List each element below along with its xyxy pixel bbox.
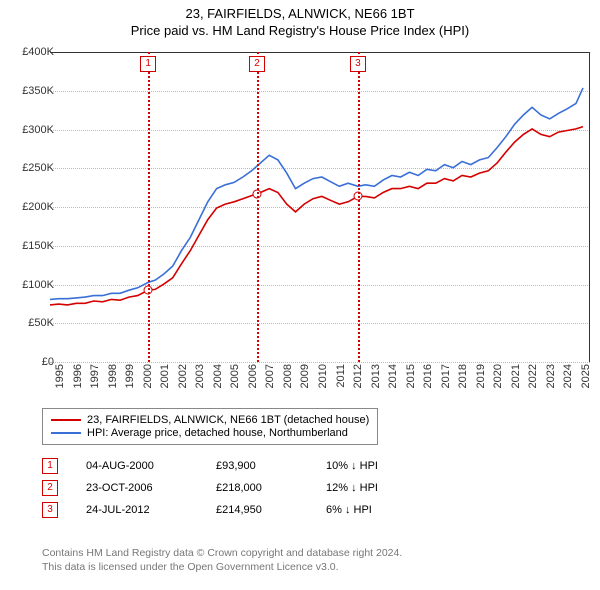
sale-marker-box: 1 <box>140 56 156 72</box>
sales-row-price: £218,000 <box>216 482 326 494</box>
x-tick-label: 1996 <box>72 364 84 398</box>
sale-vline <box>358 52 360 362</box>
y-tick-label: £300K <box>6 124 54 136</box>
chart-container: 23, FAIRFIELDS, ALNWICK, NE66 1BT Price … <box>0 0 600 590</box>
legend-row: 23, FAIRFIELDS, ALNWICK, NE66 1BT (detac… <box>51 414 369 426</box>
y-tick-label: £350K <box>6 85 54 97</box>
legend-row: HPI: Average price, detached house, Nort… <box>51 427 369 439</box>
x-tick-label: 2023 <box>545 364 557 398</box>
x-tick-label: 2007 <box>264 364 276 398</box>
sales-row-price: £93,900 <box>216 460 326 472</box>
x-tick-label: 2024 <box>562 364 574 398</box>
sales-row: 2 23-OCT-2006£218,00012% ↓ HPI <box>42 480 426 496</box>
sale-marker-box: 3 <box>350 56 366 72</box>
x-tick-label: 1999 <box>124 364 136 398</box>
sales-row-marker: 3 <box>42 502 58 518</box>
sales-row: 1 04-AUG-2000£93,90010% ↓ HPI <box>42 458 426 474</box>
y-tick-label: £150K <box>6 240 54 252</box>
series-line <box>50 88 583 300</box>
x-tick-label: 2018 <box>457 364 469 398</box>
x-tick-label: 1998 <box>107 364 119 398</box>
footer-line1: Contains HM Land Registry data © Crown c… <box>42 546 402 560</box>
x-tick-label: 2022 <box>527 364 539 398</box>
x-tick-label: 2005 <box>229 364 241 398</box>
sales-row-delta: 10% ↓ HPI <box>326 460 426 472</box>
sale-vline <box>257 52 259 362</box>
series-line <box>50 127 583 305</box>
sales-row-date: 04-AUG-2000 <box>86 460 216 472</box>
x-tick-label: 1997 <box>89 364 101 398</box>
legend-label: HPI: Average price, detached house, Nort… <box>87 427 348 439</box>
legend: 23, FAIRFIELDS, ALNWICK, NE66 1BT (detac… <box>42 408 378 445</box>
x-tick-label: 2019 <box>475 364 487 398</box>
title-block: 23, FAIRFIELDS, ALNWICK, NE66 1BT Price … <box>0 0 600 38</box>
x-tick-label: 2006 <box>247 364 259 398</box>
footer: Contains HM Land Registry data © Crown c… <box>42 546 402 574</box>
sales-row-price: £214,950 <box>216 504 326 516</box>
sales-row-delta: 6% ↓ HPI <box>326 504 426 516</box>
sale-marker-box: 2 <box>249 56 265 72</box>
sales-row-marker: 1 <box>42 458 58 474</box>
series-svg <box>50 53 590 363</box>
x-tick-label: 2014 <box>387 364 399 398</box>
sales-row-delta: 12% ↓ HPI <box>326 482 426 494</box>
legend-label: 23, FAIRFIELDS, ALNWICK, NE66 1BT (detac… <box>87 414 369 426</box>
sales-row-date: 23-OCT-2006 <box>86 482 216 494</box>
x-tick-label: 2000 <box>142 364 154 398</box>
x-tick-label: 2020 <box>492 364 504 398</box>
x-tick-label: 2015 <box>405 364 417 398</box>
y-tick-label: £200K <box>6 201 54 213</box>
title-main: 23, FAIRFIELDS, ALNWICK, NE66 1BT <box>0 6 600 21</box>
x-tick-label: 2003 <box>194 364 206 398</box>
y-tick-label: £100K <box>6 279 54 291</box>
y-tick-label: £0 <box>6 356 54 368</box>
sales-row-marker: 2 <box>42 480 58 496</box>
x-tick-label: 2025 <box>580 364 592 398</box>
sale-vline <box>148 52 150 362</box>
x-tick-label: 2004 <box>212 364 224 398</box>
plot-area <box>50 52 590 362</box>
sales-row-date: 24-JUL-2012 <box>86 504 216 516</box>
x-tick-label: 2008 <box>282 364 294 398</box>
x-tick-label: 2012 <box>352 364 364 398</box>
y-tick-label: £250K <box>6 162 54 174</box>
legend-swatch <box>51 432 81 434</box>
x-tick-label: 2002 <box>177 364 189 398</box>
x-tick-label: 2010 <box>317 364 329 398</box>
x-tick-label: 2001 <box>159 364 171 398</box>
footer-line2: This data is licensed under the Open Gov… <box>42 560 402 574</box>
sales-table: 1 04-AUG-2000£93,90010% ↓ HPI 2 23-OCT-2006… <box>42 452 426 524</box>
x-tick-label: 2016 <box>422 364 434 398</box>
x-tick-label: 2009 <box>299 364 311 398</box>
title-sub: Price paid vs. HM Land Registry's House … <box>0 23 600 38</box>
x-tick-label: 2017 <box>440 364 452 398</box>
x-tick-label: 2011 <box>335 364 347 398</box>
sales-row: 3 24-JUL-2012£214,9506% ↓ HPI <box>42 502 426 518</box>
x-tick-label: 2013 <box>370 364 382 398</box>
y-tick-label: £50K <box>6 317 54 329</box>
x-tick-label: 1995 <box>54 364 66 398</box>
legend-swatch <box>51 419 81 421</box>
y-tick-label: £400K <box>6 46 54 58</box>
x-tick-label: 2021 <box>510 364 522 398</box>
